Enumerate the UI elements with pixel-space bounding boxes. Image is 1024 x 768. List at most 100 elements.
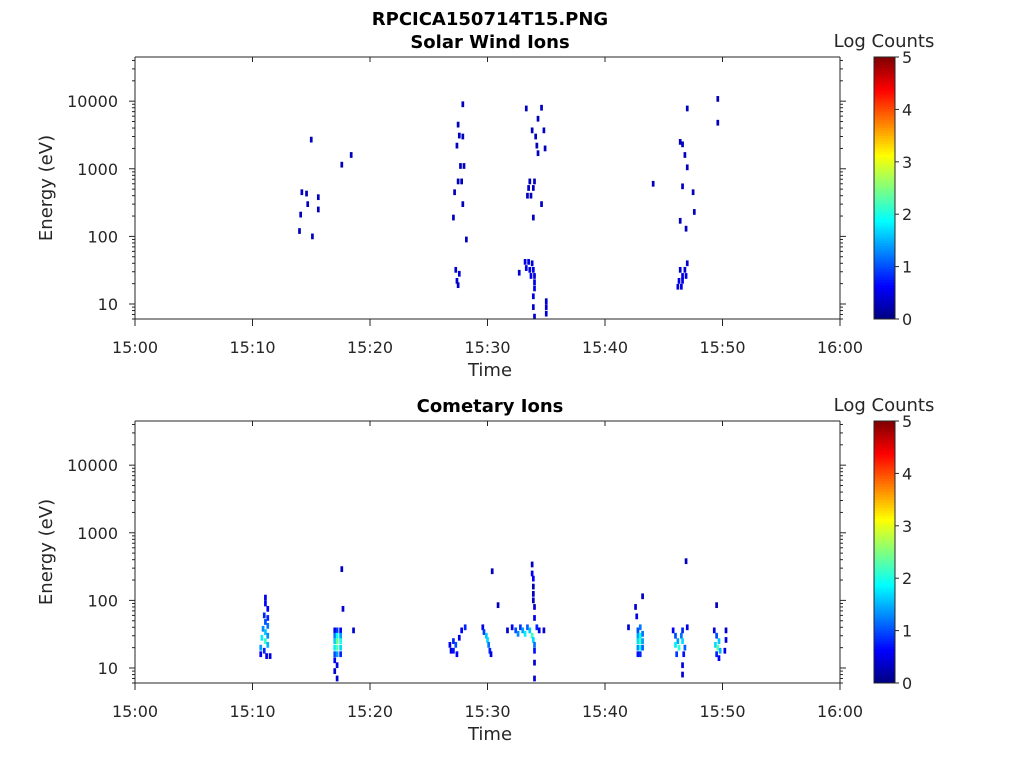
heatmap-cell xyxy=(678,139,682,145)
colorbar-segment xyxy=(874,520,895,524)
colorbar-segment xyxy=(874,515,895,519)
heatmap-cell xyxy=(339,651,342,658)
heatmap-cell xyxy=(677,644,681,651)
heatmap-cell xyxy=(683,644,687,651)
heatmap-cell xyxy=(333,668,337,674)
heatmap-cell xyxy=(530,632,534,639)
colorbar-segment xyxy=(874,269,895,273)
colorbar-segment xyxy=(874,455,895,459)
heatmap-cell xyxy=(638,624,642,631)
heatmap-cell xyxy=(261,625,265,632)
heatmap-cell xyxy=(461,101,465,108)
heatmap-cell xyxy=(259,644,263,651)
colorbar-segment xyxy=(874,659,895,663)
colorbar-segment xyxy=(874,630,895,634)
heatmap-cell xyxy=(680,283,683,290)
colorbar-segment xyxy=(874,575,895,579)
colorbar-segment xyxy=(874,465,895,469)
colorbar-segment xyxy=(874,570,895,574)
heatmap-cell xyxy=(455,142,459,149)
heatmap-cell xyxy=(333,651,337,658)
heatmap-cell xyxy=(531,590,535,597)
heatmap-cell xyxy=(718,647,722,654)
colorbar-segment xyxy=(874,282,895,286)
heatmap-cell xyxy=(260,634,264,641)
colorbar-segment xyxy=(874,235,895,239)
heatmap-cell xyxy=(535,624,539,631)
x-tick-label: 15:20 xyxy=(347,702,393,721)
heatmap-cell xyxy=(684,273,688,279)
colorbar-segment xyxy=(874,164,895,168)
y-tick-label: 10000 xyxy=(67,456,118,475)
heatmap-cell xyxy=(298,228,301,234)
colorbar-segment xyxy=(874,261,895,265)
colorbar-segment xyxy=(874,88,895,92)
colorbar-segment xyxy=(874,214,895,218)
heatmap-cell xyxy=(533,659,536,666)
colorbar-segment xyxy=(874,119,895,123)
heatmap-cell xyxy=(533,178,536,185)
heatmap-cell xyxy=(514,627,518,634)
colorbar-segment xyxy=(874,298,895,302)
colorbar-tick-label: 1 xyxy=(902,622,912,641)
colorbar-segment xyxy=(874,224,895,228)
colorbar-segment xyxy=(874,502,895,506)
heatmap-cell xyxy=(531,266,535,273)
colorbar-tick-label: 2 xyxy=(902,205,912,224)
colorbar-segment xyxy=(874,258,895,262)
heatmap-cell xyxy=(521,627,525,634)
heatmap-cell xyxy=(529,273,533,279)
heatmap-cell xyxy=(488,647,492,654)
colorbar-segment xyxy=(874,531,895,535)
heatmap-cell xyxy=(309,136,313,143)
colorbar-segment xyxy=(874,641,895,645)
colorbar-segment xyxy=(874,523,895,527)
colorbar-segment xyxy=(874,680,895,684)
colorbar-segment xyxy=(874,656,895,660)
colorbar-segment xyxy=(874,525,895,529)
colorbar-segment xyxy=(874,549,895,553)
heatmap-cell xyxy=(712,627,716,634)
heatmap-cell xyxy=(635,613,639,620)
heatmap-cell xyxy=(339,644,342,651)
heatmap-cell xyxy=(534,133,538,140)
colorbar-segment xyxy=(874,156,895,160)
colorbar-segment xyxy=(874,572,895,576)
colorbar-segment xyxy=(874,541,895,545)
colorbar-segment xyxy=(874,182,895,186)
heatmap-cell xyxy=(715,632,718,639)
colorbar-segment xyxy=(874,85,895,89)
heatmap-cell xyxy=(681,627,684,634)
colorbar-segment xyxy=(874,198,895,202)
heatmap-cell xyxy=(533,279,536,286)
colorbar-segment xyxy=(874,557,895,561)
colorbar-segment xyxy=(874,512,895,516)
heatmap-cell xyxy=(463,624,467,631)
colorbar-segment xyxy=(874,428,895,432)
heatmap-cell xyxy=(533,641,536,648)
heatmap-cell xyxy=(531,185,535,191)
heatmap-cell xyxy=(489,651,493,658)
heatmap-cell xyxy=(716,644,720,651)
heatmap-cell xyxy=(685,164,689,171)
heatmap-cell xyxy=(484,632,488,639)
heatmap-cell xyxy=(680,632,683,639)
colorbar-segment xyxy=(874,460,895,464)
colorbar-segment xyxy=(874,612,895,616)
heatmap-cell xyxy=(341,605,345,612)
colorbar-tick-label: 1 xyxy=(902,258,912,277)
colorbar-segment xyxy=(874,303,895,307)
y-tick-label: 10000 xyxy=(67,92,118,111)
colorbar-segment xyxy=(874,232,895,236)
colorbar-segment xyxy=(874,316,895,320)
colorbar-segment xyxy=(874,546,895,550)
heatmap-cell xyxy=(544,298,548,305)
colorbar-segment xyxy=(874,444,895,448)
colorbar-segment xyxy=(874,562,895,566)
x-tick-label: 15:10 xyxy=(229,702,275,721)
x-tick-label: 15:00 xyxy=(112,338,158,357)
heatmap-cell xyxy=(335,644,339,651)
colorbar-segment xyxy=(874,483,895,487)
colorbar-segment xyxy=(874,229,895,233)
heatmap-cell xyxy=(454,641,458,648)
